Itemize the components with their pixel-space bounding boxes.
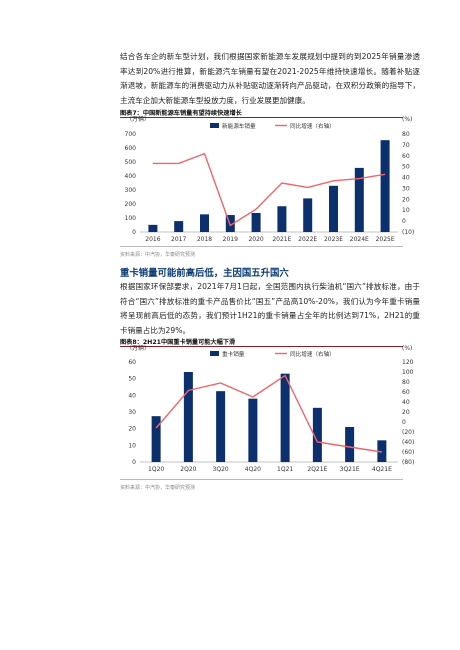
x-tick-label: 2025E: [376, 236, 395, 243]
right-axis-tick-label: (10): [402, 229, 414, 236]
right-axis-tick-label: 50: [402, 164, 410, 171]
bar: [354, 167, 364, 232]
left-axis-tick-label: 40: [128, 392, 136, 399]
left-axis-tick-label: 500: [125, 159, 137, 166]
legend-bar-swatch: [210, 123, 219, 128]
left-axis-tick-label: 200: [125, 201, 137, 208]
right-axis-tick-label: 30: [402, 185, 410, 192]
figure-7-title: 图表7：中国新能源车销量有望持续快速增长: [120, 110, 242, 117]
body-paragraph: 根据国家环保部要求，2021年7月1日起，全国范围内执行柴油机“国六”排放标准，…: [120, 282, 420, 335]
x-tick-label: 1Q21: [277, 466, 293, 473]
x-tick-label: 2024E: [350, 236, 369, 243]
bar: [174, 221, 184, 232]
bar: [303, 198, 313, 232]
right-axis-tick-label: (20): [402, 429, 414, 436]
right-axis-tick-label: (60): [402, 449, 414, 456]
left-axis-tick-label: 50: [128, 376, 136, 383]
x-tick-label: 4Q21E: [372, 466, 392, 473]
x-tick-label: 2023E: [324, 236, 343, 243]
bar: [312, 407, 322, 462]
left-axis-tick-label: 60: [128, 359, 136, 366]
right-axis-tick-label: 0: [402, 419, 406, 426]
right-axis-tick-label: 70: [402, 142, 410, 149]
intro-paragraph: 结合各车企的新车型计划，我们根据国家新能源车发展规划中提到的到2025年销量渗透…: [120, 52, 420, 105]
growth-rate-line: [152, 152, 386, 227]
right-axis-unit: (%): [402, 345, 412, 352]
x-tick-label: 2Q21E: [307, 466, 327, 473]
left-axis-tick-label: 600: [125, 145, 137, 152]
figure-8-bottom-rule: [120, 479, 403, 480]
x-tick-label: 2018: [197, 236, 212, 243]
x-tick-label: 2016: [145, 236, 160, 243]
left-axis-tick-label: 20: [128, 426, 136, 433]
right-axis-unit: (%): [402, 116, 412, 123]
bar: [329, 185, 338, 232]
bar: [148, 224, 158, 232]
left-axis-unit: （万辆）: [126, 115, 150, 123]
right-axis-tick-label: 20: [402, 196, 410, 203]
bar: [251, 212, 261, 232]
x-tick-label: 2021E: [272, 236, 291, 243]
bar: [183, 372, 193, 462]
figure-7-bottom-rule: [120, 246, 403, 247]
right-axis-tick-label: 120: [402, 359, 414, 366]
bar: [151, 416, 161, 462]
left-axis-tick-label: 300: [125, 187, 137, 194]
right-axis-tick-label: 40: [402, 175, 410, 182]
section-heading: 重卡销量可能前高后低，主因国五升国六: [120, 268, 289, 279]
legend-bar-label: 重卡销量: [222, 350, 245, 358]
right-axis-tick-label: 0: [402, 218, 406, 225]
legend-line-label: 同比增速（右轴）: [290, 122, 335, 130]
right-axis-tick-label: 100: [402, 369, 414, 376]
bar: [377, 440, 387, 462]
bar: [200, 214, 209, 232]
figure-8-source: 资料来源：中汽协，华泰研究预测: [120, 485, 196, 491]
figure-7-source: 资料来源：中汽协，华泰研究预测: [120, 252, 196, 258]
figure-7-rule: [120, 117, 403, 118]
x-tick-label: 2022E: [298, 236, 317, 243]
left-axis-unit: （万辆）: [126, 344, 150, 352]
growth-rate-line: [155, 374, 383, 453]
x-tick-label: 2019: [223, 236, 238, 243]
right-axis-tick-label: (40): [402, 439, 414, 446]
right-axis-tick-label: 80: [402, 379, 410, 386]
x-tick-label: 3Q20: [213, 466, 229, 473]
right-axis-tick-label: (80): [402, 459, 414, 466]
left-axis-tick-label: 10: [128, 442, 136, 449]
x-tick-label: 2017: [171, 236, 186, 243]
left-axis-tick-label: 400: [125, 173, 137, 180]
legend-bar-swatch: [210, 351, 219, 356]
figure-8-rule: [120, 346, 403, 347]
left-axis-tick-label: 0: [132, 229, 136, 236]
x-tick-label: 4Q20: [245, 466, 261, 473]
legend-bar-label: 新能源车销量: [222, 122, 256, 130]
x-tick-label: 2Q20: [180, 466, 196, 473]
bar: [216, 391, 226, 462]
left-axis-tick-label: 700: [125, 131, 137, 138]
x-tick-label: 3Q21E: [340, 466, 360, 473]
right-axis-tick-label: 10: [402, 207, 410, 214]
left-axis-tick-label: 30: [128, 409, 136, 416]
legend-line-label: 同比增速（右轴）: [290, 350, 335, 358]
figure-8-title: 图表8：2H21中国重卡销量可能大幅下滑: [120, 339, 236, 346]
bar: [345, 427, 355, 462]
right-axis-tick-label: 60: [402, 389, 410, 396]
left-axis-tick-label: 100: [125, 215, 137, 222]
bar: [248, 398, 258, 462]
right-axis-tick-label: 20: [402, 409, 410, 416]
bar: [280, 373, 290, 462]
right-axis-tick-label: 40: [402, 399, 410, 406]
left-axis-tick-label: 0: [132, 459, 136, 466]
right-axis-tick-label: 80: [402, 131, 410, 138]
bar: [380, 140, 390, 232]
bar: [277, 206, 287, 232]
right-axis-tick-label: 60: [402, 153, 410, 160]
x-tick-label: 1Q20: [148, 466, 164, 473]
x-tick-label: 2020: [248, 236, 263, 243]
